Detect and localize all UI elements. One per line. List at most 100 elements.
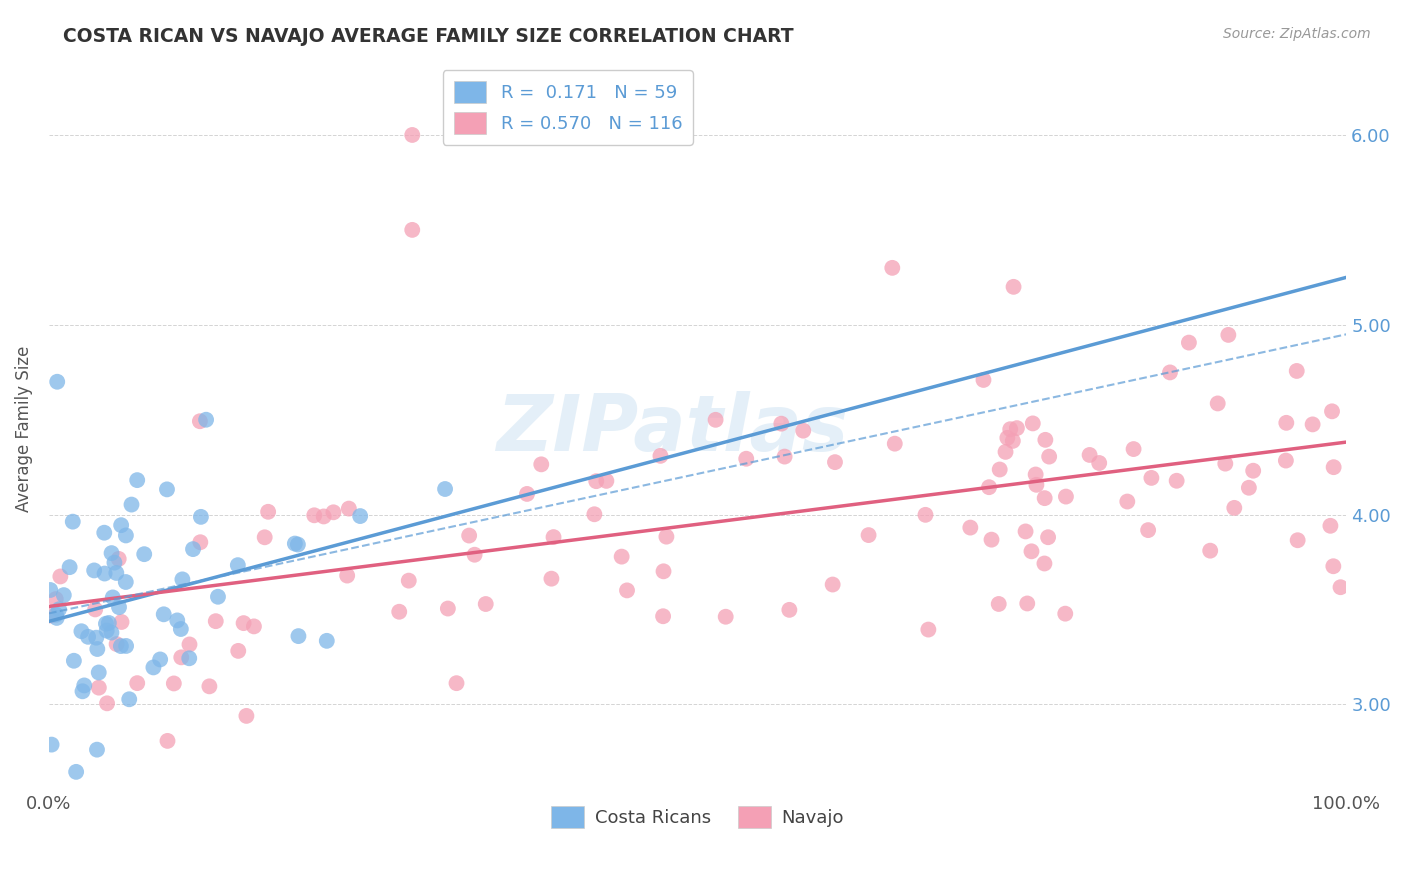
Costa Ricans	[62, 515, 84, 529]
Costa Ricans	[152, 607, 174, 622]
Costa Ricans	[115, 528, 138, 542]
Costa Ricans	[287, 629, 309, 643]
Navajo	[1285, 364, 1308, 378]
Navajo	[616, 583, 638, 598]
Navajo	[610, 549, 633, 564]
Navajo	[322, 505, 344, 519]
Navajo	[39, 608, 62, 623]
Costa Ricans	[52, 588, 75, 602]
Navajo	[858, 528, 880, 542]
Navajo	[655, 530, 678, 544]
Costa Ricans	[287, 537, 309, 551]
Costa Ricans	[181, 542, 204, 557]
Text: Source: ZipAtlas.com: Source: ZipAtlas.com	[1223, 27, 1371, 41]
Navajo	[988, 462, 1011, 476]
Navajo	[1275, 416, 1298, 430]
Navajo	[401, 128, 423, 142]
Navajo	[987, 597, 1010, 611]
Navajo	[127, 676, 149, 690]
Costa Ricans	[93, 566, 115, 581]
Navajo	[1323, 460, 1346, 475]
Costa Ricans	[315, 633, 337, 648]
Navajo	[312, 509, 335, 524]
Costa Ricans	[48, 602, 70, 616]
Navajo	[1166, 474, 1188, 488]
Navajo	[773, 450, 796, 464]
Costa Ricans	[86, 642, 108, 657]
Navajo	[1237, 481, 1260, 495]
Navajo	[583, 508, 606, 522]
Navajo	[714, 609, 737, 624]
Navajo	[735, 451, 758, 466]
Navajo	[1000, 422, 1022, 436]
Costa Ricans	[97, 615, 120, 630]
Navajo	[1021, 544, 1043, 558]
Costa Ricans	[134, 547, 156, 561]
Navajo	[995, 431, 1018, 445]
Navajo	[914, 508, 936, 522]
Costa Ricans	[93, 525, 115, 540]
Navajo	[198, 679, 221, 693]
Navajo	[1014, 524, 1036, 539]
Navajo	[1025, 477, 1047, 491]
Costa Ricans	[73, 678, 96, 692]
Costa Ricans	[39, 582, 62, 597]
Navajo	[1286, 533, 1309, 548]
Navajo	[96, 696, 118, 710]
Navajo	[170, 650, 193, 665]
Navajo	[188, 414, 211, 428]
Navajo	[704, 413, 727, 427]
Navajo	[959, 520, 981, 534]
Navajo	[105, 637, 128, 651]
Costa Ricans	[114, 574, 136, 589]
Costa Ricans	[108, 600, 131, 615]
Navajo	[253, 530, 276, 544]
Costa Ricans	[166, 614, 188, 628]
Costa Ricans	[77, 630, 100, 644]
Costa Ricans	[72, 684, 94, 698]
Navajo	[650, 449, 672, 463]
Text: COSTA RICAN VS NAVAJO AVERAGE FAMILY SIZE CORRELATION CHART: COSTA RICAN VS NAVAJO AVERAGE FAMILY SIZ…	[63, 27, 794, 45]
Navajo	[1005, 421, 1028, 435]
Navajo	[1022, 417, 1045, 431]
Costa Ricans	[149, 652, 172, 666]
Navajo	[1017, 597, 1039, 611]
Costa Ricans	[207, 590, 229, 604]
Navajo	[388, 605, 411, 619]
Navajo	[232, 616, 254, 631]
Navajo	[235, 709, 257, 723]
Navajo	[243, 619, 266, 633]
Costa Ricans	[226, 558, 249, 573]
Navajo	[540, 572, 562, 586]
Navajo	[1159, 366, 1181, 380]
Costa Ricans	[65, 764, 87, 779]
Costa Ricans	[172, 573, 194, 587]
Navajo	[1199, 543, 1222, 558]
Costa Ricans	[100, 546, 122, 560]
Navajo	[1137, 523, 1160, 537]
Navajo	[1033, 557, 1056, 571]
Navajo	[163, 676, 186, 690]
Navajo	[778, 603, 800, 617]
Navajo	[1036, 530, 1059, 544]
Navajo	[883, 436, 905, 450]
Costa Ricans	[195, 413, 218, 427]
Costa Ricans	[86, 742, 108, 756]
Navajo	[1116, 494, 1139, 508]
Navajo	[530, 458, 553, 472]
Navajo	[84, 602, 107, 616]
Navajo	[45, 592, 67, 607]
Navajo	[1002, 280, 1025, 294]
Navajo	[304, 508, 326, 523]
Costa Ricans	[70, 624, 93, 639]
Navajo	[821, 577, 844, 591]
Costa Ricans	[87, 665, 110, 680]
Navajo	[1054, 607, 1077, 621]
Navajo	[337, 501, 360, 516]
Navajo	[1302, 417, 1324, 432]
Navajo	[595, 474, 617, 488]
Navajo	[516, 487, 538, 501]
Navajo	[474, 597, 496, 611]
Costa Ricans	[121, 498, 143, 512]
Costa Ricans	[45, 611, 67, 625]
